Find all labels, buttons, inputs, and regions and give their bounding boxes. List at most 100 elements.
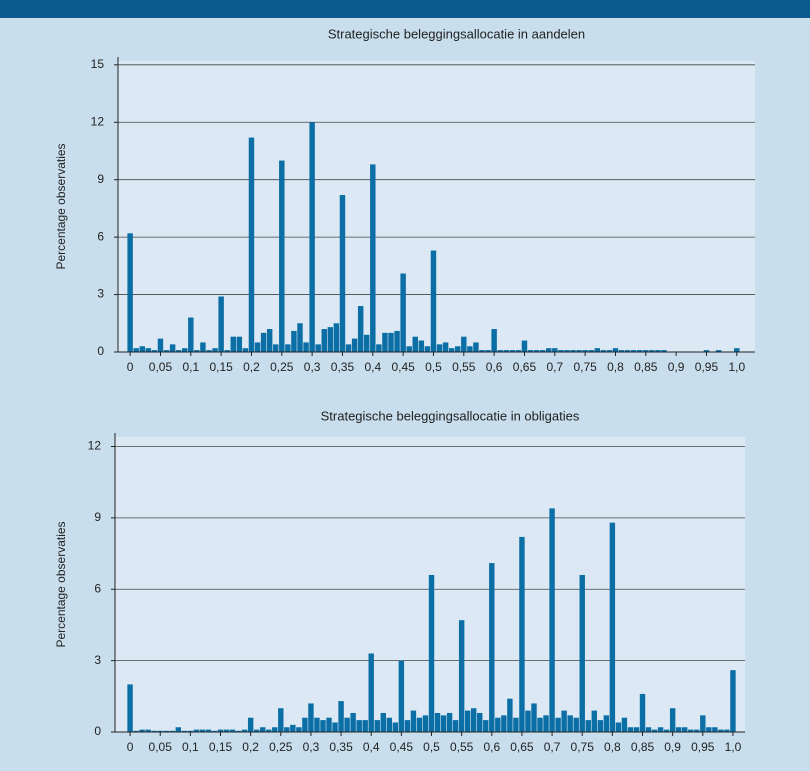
y-tick-label: 15 [91, 57, 105, 71]
bar [350, 712, 356, 732]
bar [440, 715, 447, 732]
bar [314, 717, 320, 732]
x-tick-label: 0,15 [209, 360, 233, 374]
bar [133, 348, 139, 352]
x-tick-label: 1,0 [725, 740, 742, 754]
bar [582, 350, 588, 352]
x-tick-label: 1,0 [728, 360, 745, 374]
bar [217, 729, 224, 732]
bar [344, 717, 350, 732]
bar [515, 350, 522, 352]
bar [279, 160, 285, 352]
bar [555, 717, 561, 732]
bar [424, 346, 431, 352]
bar [618, 350, 625, 352]
bar [157, 338, 164, 352]
x-tick-label: 0,55 [452, 360, 476, 374]
bar [633, 727, 640, 732]
bar [455, 346, 461, 352]
bar [266, 329, 273, 352]
bar [145, 729, 151, 732]
x-tick-label: 0,45 [391, 360, 415, 374]
bar [169, 344, 176, 352]
x-tick-label: 0,9 [664, 740, 681, 754]
bar [321, 329, 327, 352]
bar [621, 717, 628, 732]
bar [241, 729, 248, 732]
bar [370, 164, 376, 352]
bar [712, 727, 718, 732]
x-tick-label: 0,3 [304, 360, 321, 374]
bar [320, 720, 326, 732]
bar [392, 722, 399, 732]
x-tick-label: 0,75 [571, 740, 595, 754]
bar [527, 350, 534, 352]
bar [533, 350, 540, 352]
y-tick-label: 12 [91, 114, 105, 128]
x-tick-label: 0,05 [149, 740, 173, 754]
x-tick-label: 0,55 [450, 740, 474, 754]
y-tick-label: 12 [88, 439, 102, 453]
bar [157, 730, 163, 732]
y-tick-label: 0 [97, 344, 104, 358]
bar [588, 350, 594, 352]
bar [175, 727, 182, 732]
bar [467, 346, 473, 352]
bar [661, 350, 667, 352]
bar [477, 712, 483, 732]
bar [694, 729, 700, 732]
bar [200, 342, 206, 352]
bar [291, 330, 297, 352]
x-tick-label: 0,5 [423, 740, 440, 754]
bar [452, 720, 459, 732]
bar [242, 348, 249, 352]
bar [637, 350, 643, 352]
bar [139, 729, 145, 732]
x-tick-label: 0,5 [425, 360, 442, 374]
bar [302, 717, 308, 732]
bar [151, 350, 158, 352]
x-tick-label: 0,35 [331, 360, 355, 374]
bar [260, 332, 267, 352]
x-tick-label: 0,85 [631, 740, 655, 754]
bar [448, 348, 455, 352]
x-tick-label: 0 [127, 360, 134, 374]
bar [630, 350, 637, 352]
bar [290, 724, 296, 732]
bar [223, 729, 230, 732]
x-tick-label: 0,25 [270, 360, 294, 374]
bar [519, 536, 525, 732]
bar [537, 717, 543, 732]
bar [230, 336, 236, 352]
bar [552, 348, 558, 352]
chart-title: Strategische beleggingsallocatie in obli… [321, 408, 580, 423]
bar [212, 348, 218, 352]
bar [182, 348, 188, 352]
bar [394, 330, 400, 352]
x-tick-label: 0,25 [269, 740, 293, 754]
bar [187, 730, 194, 732]
bar [339, 195, 346, 352]
bar [400, 273, 406, 352]
bar [503, 350, 509, 352]
bar [327, 327, 334, 352]
y-tick-label: 3 [97, 287, 104, 301]
bar [489, 563, 495, 732]
bar [127, 684, 133, 732]
bar [464, 710, 471, 732]
bar [579, 574, 585, 732]
bar [272, 727, 278, 732]
bar [266, 729, 272, 732]
bar [248, 137, 255, 352]
bar [376, 344, 382, 352]
bar [485, 350, 491, 352]
bar [273, 344, 279, 352]
bar [561, 710, 567, 732]
x-tick-label: 0,65 [510, 740, 534, 754]
bar [591, 710, 597, 732]
bar [364, 334, 370, 352]
bar [649, 350, 655, 352]
y-axis-label: Percentage observaties [54, 143, 68, 269]
y-tick-label: 9 [97, 172, 104, 186]
bar [615, 722, 622, 732]
